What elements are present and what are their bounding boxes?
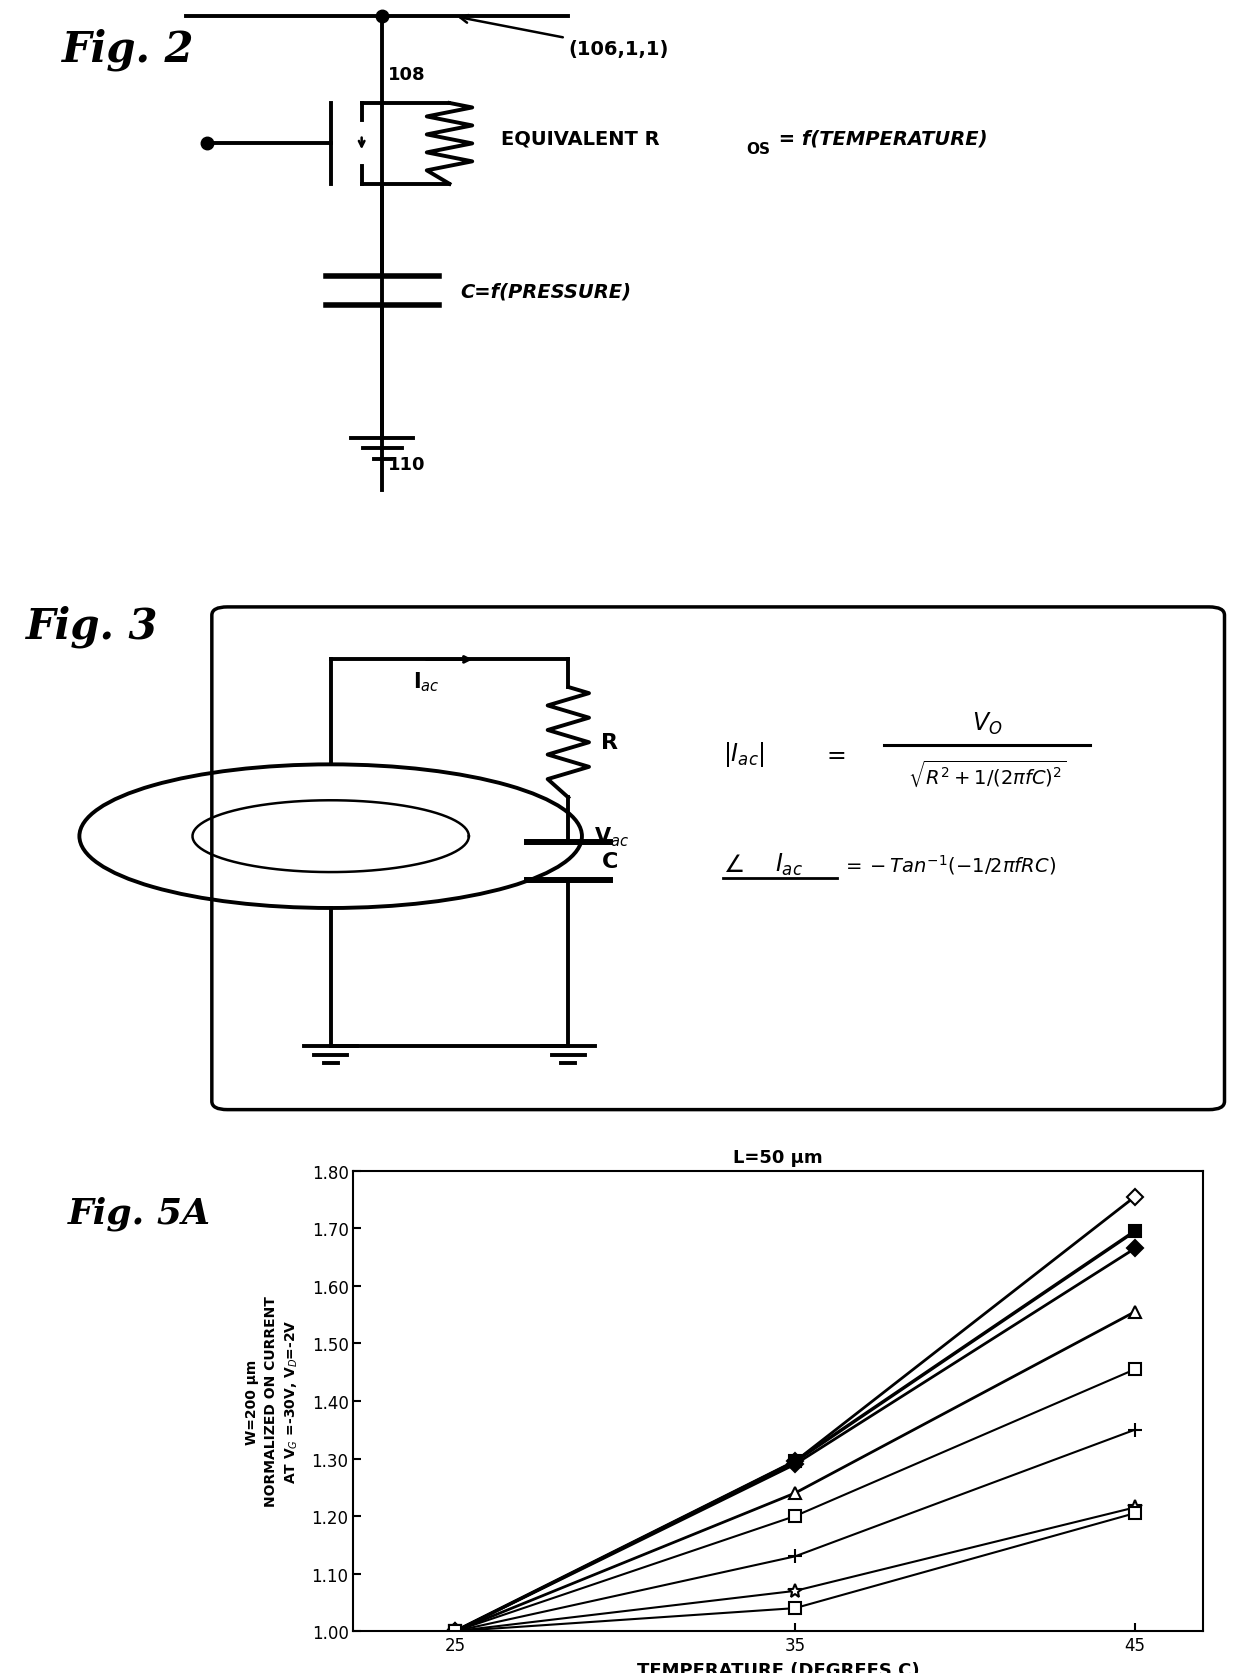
X-axis label: TEMPERATURE (DEGREES C): TEMPERATURE (DEGREES C) xyxy=(637,1661,919,1673)
Text: V$_{ac}$: V$_{ac}$ xyxy=(594,825,630,848)
Text: = f(TEMPERATURE): = f(TEMPERATURE) xyxy=(771,129,987,147)
Text: $=$: $=$ xyxy=(821,741,846,766)
Text: $I_{ac}$: $I_{ac}$ xyxy=(775,852,804,877)
Text: OS: OS xyxy=(746,142,770,156)
Text: $V_O$: $V_O$ xyxy=(972,711,1002,736)
Text: C=f(PRESSURE): C=f(PRESSURE) xyxy=(460,283,631,301)
Text: Fig. 2: Fig. 2 xyxy=(62,28,195,72)
Text: C: C xyxy=(601,852,618,872)
Text: R: R xyxy=(601,733,619,753)
Text: I$_{ac}$: I$_{ac}$ xyxy=(413,671,440,694)
Text: Fig. 5A: Fig. 5A xyxy=(68,1196,211,1231)
Text: $\angle$: $\angle$ xyxy=(723,852,744,877)
FancyBboxPatch shape xyxy=(212,607,1225,1109)
Text: 110: 110 xyxy=(387,457,425,473)
Text: (106,1,1): (106,1,1) xyxy=(460,17,668,59)
Y-axis label: W=200 μm
NORMALIZED ON CURRENT
AT V$_G$ =-30V, V$_D$=-2V: W=200 μm NORMALIZED ON CURRENT AT V$_G$ … xyxy=(244,1297,300,1506)
Text: $= -Tan^{-1}(-1/2\pi fRC)$: $= -Tan^{-1}(-1/2\pi fRC)$ xyxy=(842,852,1056,877)
Text: EQUIVALENT R: EQUIVALENT R xyxy=(501,129,660,147)
Text: $|I_{ac}|$: $|I_{ac}|$ xyxy=(723,739,765,768)
Text: $\sqrt{R^2+1/(2\pi fC)^2}$: $\sqrt{R^2+1/(2\pi fC)^2}$ xyxy=(908,758,1066,788)
Text: 108: 108 xyxy=(387,67,425,84)
Text: Fig. 3: Fig. 3 xyxy=(26,606,159,647)
Title: L=50 μm: L=50 μm xyxy=(733,1149,823,1166)
